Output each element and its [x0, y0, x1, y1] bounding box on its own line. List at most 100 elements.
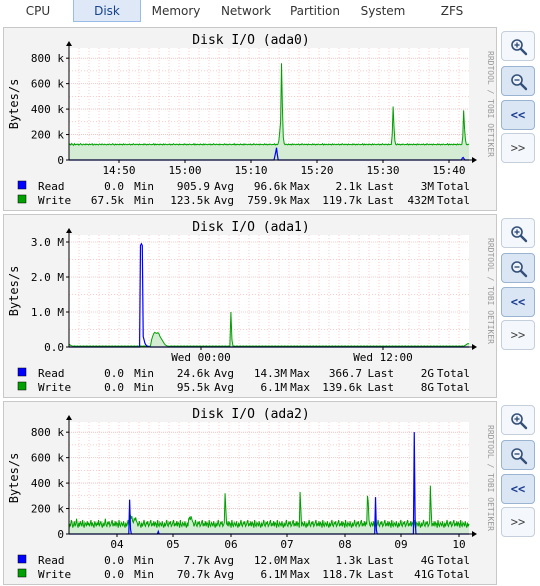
graph-panel-ada2: Disk I/O (ada2) Bytes/s RRDTOOL / TOBI OET…: [3, 401, 497, 585]
legend-last-value: 432M: [408, 194, 435, 207]
nav-buttons-ada1: << >>: [500, 214, 536, 398]
legend-min-value: 70.7k: [177, 568, 210, 581]
write-series-line: [68, 485, 470, 529]
y-axis-label: Bytes/s: [7, 453, 21, 504]
tab-system[interactable]: System: [360, 4, 406, 18]
legend-cur-value: 0.0: [104, 554, 124, 567]
x-tick-label: 05: [166, 538, 179, 551]
tab-disk[interactable]: Disk: [73, 0, 141, 22]
legend-last-value: 8G: [421, 381, 434, 394]
chart-title: Disk I/O (ada1): [192, 220, 309, 235]
tab-cpu[interactable]: CPU: [25, 4, 51, 18]
back-button[interactable]: <<: [501, 287, 535, 317]
legend-total-value: Total: [437, 554, 470, 567]
legend-avg-label: Avg: [214, 554, 234, 567]
legend-min-label: Min: [134, 194, 154, 207]
chart-title: Disk I/O (ada2): [192, 407, 309, 422]
legend-last-value: 41G: [414, 568, 434, 581]
x-tick-label: 15:30: [366, 164, 399, 177]
forward-button[interactable]: >>: [501, 133, 535, 163]
y-tick-label: 200 k: [31, 129, 64, 142]
x-tick-label: Wed 00:00: [171, 351, 231, 364]
legend-total-value: Total: [437, 367, 470, 380]
write-legend-swatch: [17, 568, 27, 578]
legend-max-value: 2.1k: [336, 180, 363, 193]
zoom-in-icon: [511, 413, 528, 430]
zoom-out-button[interactable]: [501, 440, 535, 470]
chart-ada1: Disk I/O (ada1) Bytes/s RRDTOOL / TOBI OET…: [7, 220, 495, 394]
legend-name-value: Write: [38, 381, 71, 394]
graph-panel-ada1: Disk I/O (ada1) Bytes/s RRDTOOL / TOBI OET…: [3, 214, 497, 398]
y-axis-label: Bytes/s: [7, 266, 21, 317]
x-tick-label: Wed 12:00: [353, 351, 413, 364]
zoom-out-button[interactable]: [501, 66, 535, 96]
y-tick-label: 3.0 M: [31, 236, 64, 249]
legend-min-value: 7.7k: [184, 554, 211, 567]
y-tick-label: 0: [57, 528, 64, 541]
write-series-line: [68, 63, 470, 147]
zoom-out-button[interactable]: [501, 253, 535, 283]
grid-vertical: [78, 422, 460, 534]
zoom-out-icon: [511, 74, 528, 91]
legend-avg-label: Avg: [214, 568, 234, 581]
y-tick-label: 800 k: [31, 426, 64, 439]
plot-area: [69, 235, 469, 347]
watermark: RRDTOOL / TOBI OETIKER: [486, 238, 495, 344]
x-tick-label: 06: [224, 538, 237, 551]
legend-name-value: Read: [38, 180, 65, 193]
write-series-line: [68, 311, 470, 347]
legend-max-label: Max: [290, 381, 310, 394]
y-tick-label: 0: [57, 154, 64, 167]
tab-zfs[interactable]: ZFS: [440, 4, 464, 18]
zoom-in-button[interactable]: [501, 218, 535, 248]
legend-max-value: 139.6k: [322, 381, 362, 394]
x-tick-label: 15:00: [168, 164, 201, 177]
legend-avg-value: 6.1M: [261, 381, 288, 394]
legend-max-value: 366.7: [329, 367, 362, 380]
back-label: <<: [510, 482, 526, 496]
read-legend-swatch: [17, 180, 27, 190]
x-tick-label: 07: [280, 538, 293, 551]
legend-avg-value: 6.1M: [261, 568, 288, 581]
tab-partition[interactable]: Partition: [289, 4, 340, 18]
legend-avg-value: 14.3M: [254, 367, 287, 380]
legend-last-value: 2G: [421, 367, 434, 380]
chart-ada2: Disk I/O (ada2) Bytes/s RRDTOOL / TOBI OET…: [7, 407, 495, 581]
x-axis-arrow: [472, 531, 477, 537]
legend-min-value: 24.6k: [177, 367, 210, 380]
forward-label: >>: [510, 328, 526, 342]
legend-max-label: Max: [290, 367, 310, 380]
legend-avg-value: 96.6k: [254, 180, 287, 193]
forward-button[interactable]: >>: [501, 507, 535, 537]
back-button[interactable]: <<: [501, 100, 535, 130]
chart-title: Disk I/O (ada0): [192, 33, 309, 48]
forward-button[interactable]: >>: [501, 320, 535, 350]
legend-name-value: Read: [38, 554, 65, 567]
legend-last-value: 3M: [421, 180, 435, 193]
zoom-in-button[interactable]: [501, 405, 535, 435]
y-tick-label: 2.0 M: [31, 271, 64, 284]
legend-last-label: Last: [368, 194, 395, 207]
y-tick-label: 400 k: [31, 103, 64, 116]
x-tick-label: 10: [452, 538, 465, 551]
read-legend-swatch: [17, 367, 27, 377]
legend-avg-label: Avg: [214, 180, 234, 193]
tab-memory[interactable]: Memory: [151, 4, 201, 18]
tab-network[interactable]: Network: [220, 4, 272, 18]
y-tick-label: 200 k: [31, 503, 64, 516]
zoom-in-icon: [511, 226, 528, 243]
legend-min-label: Min: [134, 367, 154, 380]
x-tick-label: 15:40: [432, 164, 465, 177]
grid-horizontal: [69, 431, 469, 535]
back-button[interactable]: <<: [501, 474, 535, 504]
legend-total-value: Total: [437, 568, 470, 581]
legend-max-label: Max: [290, 568, 310, 581]
watermark: RRDTOOL / TOBI OETIKER: [486, 425, 495, 531]
legend-cur-value: 0.0: [104, 367, 124, 380]
graph-panel-ada0: Disk I/O (ada0) Bytes/s RRDTOOL / TOBI OET…: [3, 27, 497, 211]
x-tick-label: 08: [338, 538, 351, 551]
forward-label: >>: [510, 141, 526, 155]
legend-min-label: Min: [134, 554, 154, 567]
zoom-in-button[interactable]: [501, 31, 535, 61]
back-label: <<: [510, 108, 526, 122]
